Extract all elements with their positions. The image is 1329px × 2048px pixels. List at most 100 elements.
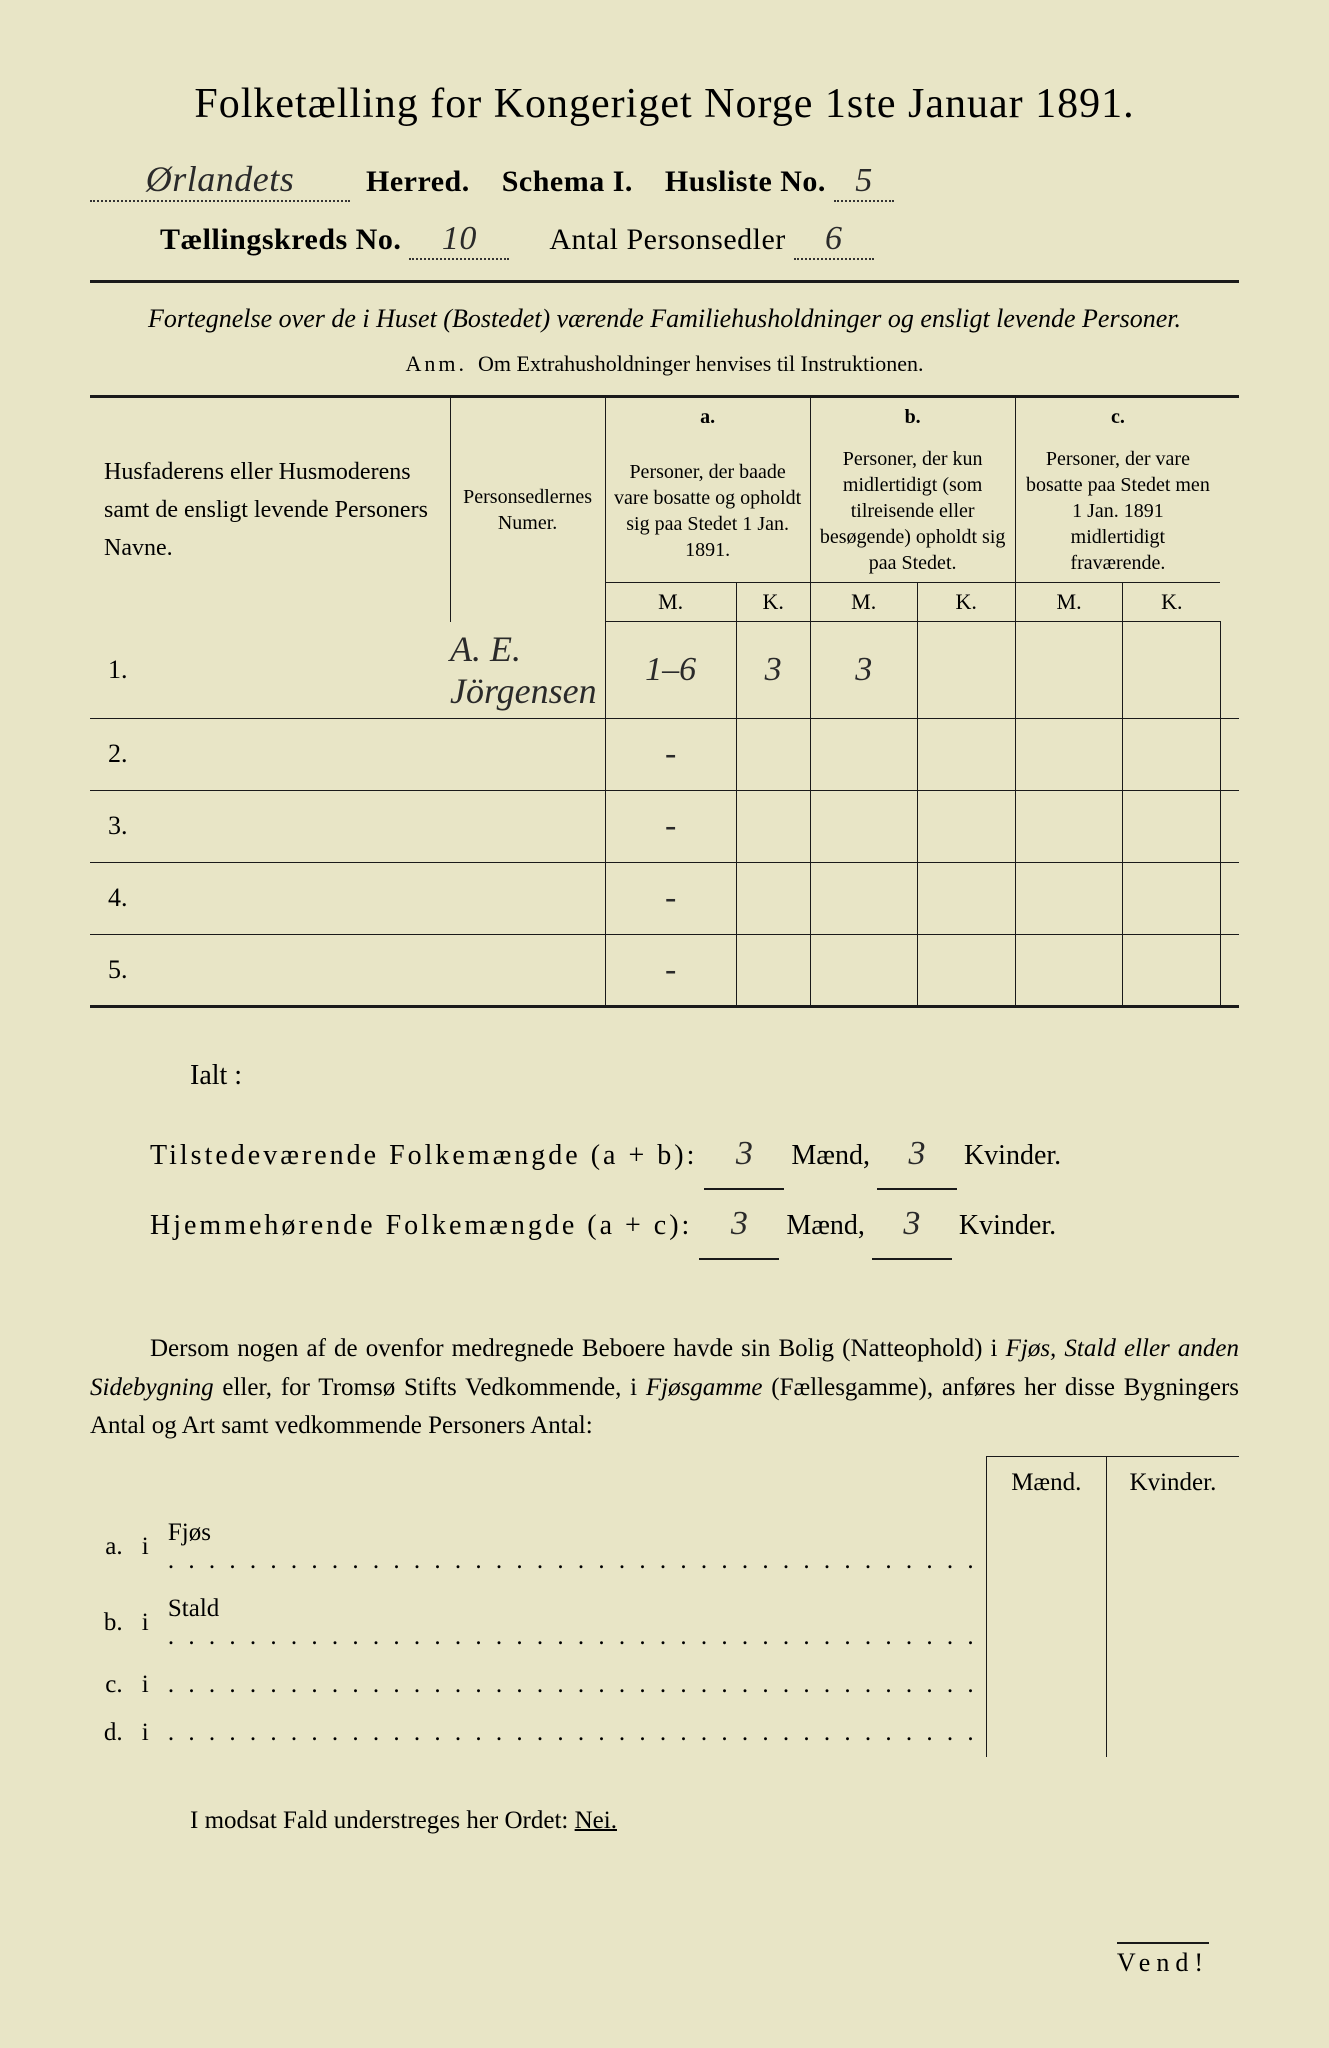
col-a-text: Personer, der baade vare bosatte og opho… [605,440,810,583]
table-row: 4. - [90,862,1239,934]
bldg-kvinder: Kvinder. [1106,1457,1239,1510]
col-b-head: b. [810,397,1015,441]
l2-m: 3 [699,1190,779,1260]
row-bm [917,790,1015,862]
col-c-text: Personer, der vare bosatte paa Stedet me… [1015,440,1220,583]
row-bm [917,934,1015,1006]
row-ck [1220,622,1239,719]
nei-line: I modsat Fald understreges her Ordet: Ne… [90,1807,1239,1835]
kreds-label: Tællingskreds No. [160,223,401,256]
row-ak [810,934,917,1006]
herred-value: Ørlandets [90,158,350,202]
bldg-k [1106,1709,1239,1757]
bldg-i: i [131,1585,160,1661]
table-row: 3. - [90,790,1239,862]
form-subtitle: Fortegnelse over de i Huset (Bostedet) v… [90,301,1239,337]
bldg-row: c.i . . . . . . . . . . . . . . . . . . … [90,1661,1239,1709]
row-bk [1015,934,1123,1006]
col-names: Husfaderens eller Husmoderens samt de en… [90,397,450,622]
personsedler-label: Antal Personsedler [549,223,785,256]
col-names-text: Husfaderens eller Husmoderens samt de en… [104,459,428,562]
row-ak [810,790,917,862]
col-b-letter: b. [819,404,1007,430]
row-num: 5. [90,934,450,1006]
maend-label: Mænd, [791,1140,870,1171]
table-row: 2.- [90,718,1239,790]
bldg-row: a.iFjøs . . . . . . . . . . . . . . . . … [90,1509,1239,1585]
anm-text: Om Extrahusholdninger henvises til Instr… [478,351,923,376]
col-c-letter: c. [1024,404,1213,430]
nei-word: Nei. [575,1807,617,1836]
row-cm [1123,934,1220,1006]
row-am [736,862,810,934]
l2-k: 3 [872,1190,952,1260]
totals-section: Ialt : Tilstedeværende Folkemængde (a + … [90,1048,1239,1260]
hjemme-label: Hjemmehørende Folkemængde (a + c): [150,1210,692,1241]
vend-label: Vend! [1117,1942,1209,1978]
bldg-row: b.iStald . . . . . . . . . . . . . . . .… [90,1585,1239,1661]
row-am [736,718,810,790]
row-ak [810,862,917,934]
header-line-2: Tællingskreds No. 10 Antal Personsedler … [90,220,1239,260]
totals-line1: Tilstedeværende Folkemængde (a + b): 3 M… [150,1120,1239,1190]
tilstede-label: Tilstedeværende Folkemængde (a + b): [150,1140,697,1171]
header-line-1: Ørlandets Herred. Schema I. Husliste No.… [90,158,1239,202]
bldg-k [1106,1509,1239,1585]
row-ck [1220,718,1239,790]
bldg-letter: d. [90,1709,131,1757]
bldg-m [986,1585,1106,1661]
c-m: M. [1015,583,1123,622]
row-sedler: - [605,862,736,934]
bldg-letter: a. [90,1509,131,1585]
row-sedler: - [605,718,736,790]
husliste-label: Husliste No. [665,165,826,198]
anm-label: Anm. [406,351,468,376]
b-m: M. [810,583,917,622]
row-bm [917,622,1015,719]
herred-label: Herred. [366,165,470,198]
household-table: Husfaderens eller Husmoderens samt de en… [90,395,1239,1008]
row-ck [1220,790,1239,862]
bldg-m [986,1709,1106,1757]
anm-note: Anm. Om Extrahusholdninger henvises til … [90,351,1239,377]
row-sedler: - [605,790,736,862]
husliste-no: 5 [834,162,894,202]
kreds-no: 10 [409,220,509,260]
row-cm [1123,790,1220,862]
l1-m: 3 [704,1120,784,1190]
bldg-i: i [131,1709,160,1757]
row-bk [1015,718,1123,790]
table-row: 1.A. E. Jörgensen1–633 [90,622,1239,719]
building-table: Mænd. Kvinder. a.iFjøs . . . . . . . . .… [90,1456,1239,1757]
row-num: 3. [90,790,450,862]
bldg-letter: b. [90,1585,131,1661]
kvinder-label2: Kvinder. [959,1210,1056,1241]
row-name [450,718,605,790]
bldg-row: d.i . . . . . . . . . . . . . . . . . . … [90,1709,1239,1757]
row-bk [1015,790,1123,862]
row-sedler: - [605,934,736,1006]
bldg-m [986,1661,1106,1709]
c-k: K. [1123,583,1220,622]
bldg-i: i [131,1509,160,1585]
nei-text: I modsat Fald understreges her Ordet: [190,1807,568,1834]
row-bk [1015,622,1123,719]
row-num: 4. [90,862,450,934]
row-name [450,934,605,1006]
row-ck [1220,934,1239,1006]
col-a-letter: a. [614,404,802,430]
l1-k: 3 [877,1120,957,1190]
col-a-head: a. [605,397,810,441]
row-ck [1220,862,1239,934]
a-k: K. [736,583,810,622]
totals-line2: Hjemmehørende Folkemængde (a + c): 3 Mæn… [150,1190,1239,1260]
row-bk [1015,862,1123,934]
col-sedler: Personsedlernes Numer. [450,397,605,622]
row-name [450,862,605,934]
row-name [450,790,605,862]
row-am: 3 [736,622,810,719]
bldg-type: . . . . . . . . . . . . . . . . . . . . … [160,1709,986,1757]
row-sedler: 1–6 [605,622,736,719]
row-am [736,790,810,862]
col-b-text: Personer, der kun midlertidigt (som tilr… [810,440,1015,583]
